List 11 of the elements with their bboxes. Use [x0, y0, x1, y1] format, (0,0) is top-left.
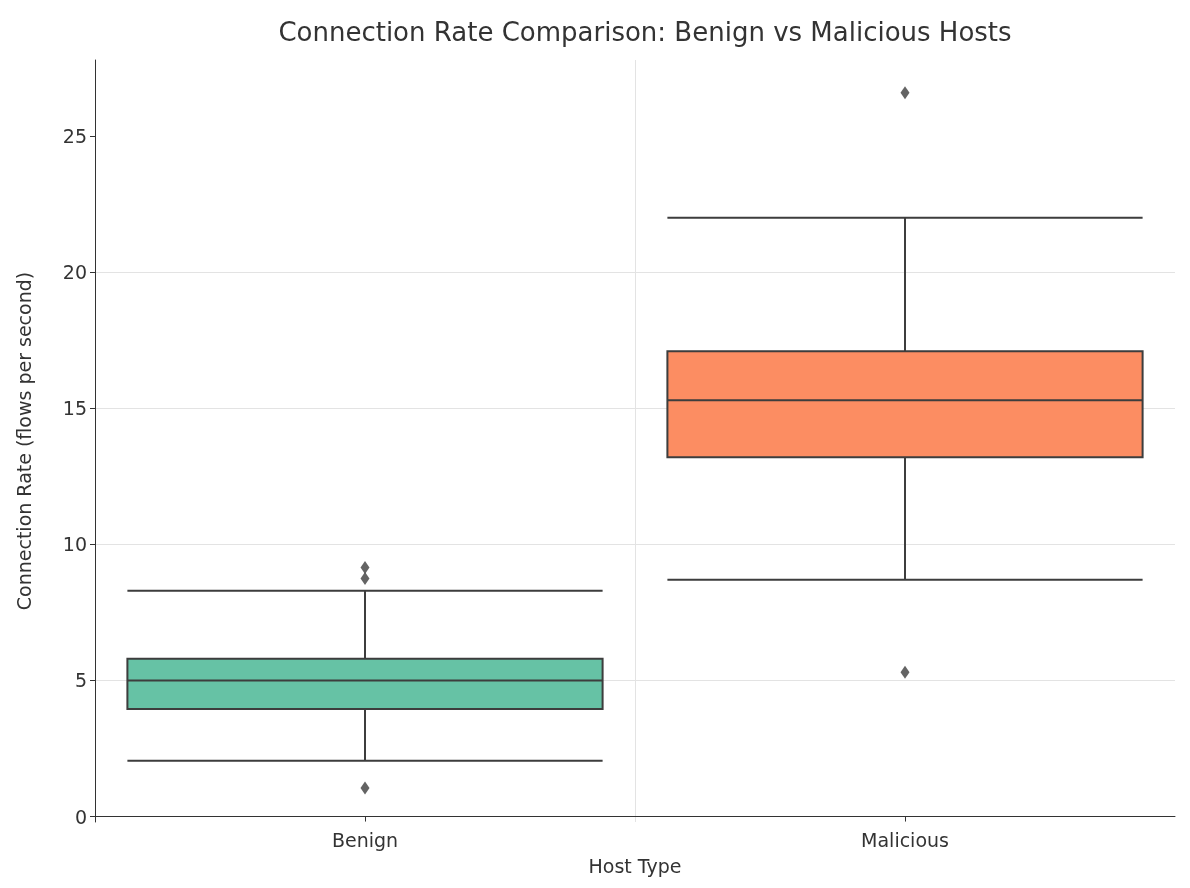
- x-tick-label: Malicious: [861, 828, 949, 851]
- y-tick-label: 15: [62, 397, 87, 420]
- y-tick-label: 5: [74, 669, 87, 692]
- y-axis-title: Connection Rate (flows per second): [12, 271, 35, 611]
- x-axis-title: Host Type: [588, 854, 682, 877]
- y-tick-label: 10: [62, 533, 87, 556]
- x-tick-label: Benign: [331, 828, 399, 851]
- y-tick-label: 20: [62, 261, 87, 284]
- chart-title: Connection Rate Comparison: Benign vs Malicious Hosts: [278, 17, 1012, 47]
- y-tick-label: 25: [62, 125, 87, 148]
- y-tick-label: 0: [74, 805, 87, 828]
